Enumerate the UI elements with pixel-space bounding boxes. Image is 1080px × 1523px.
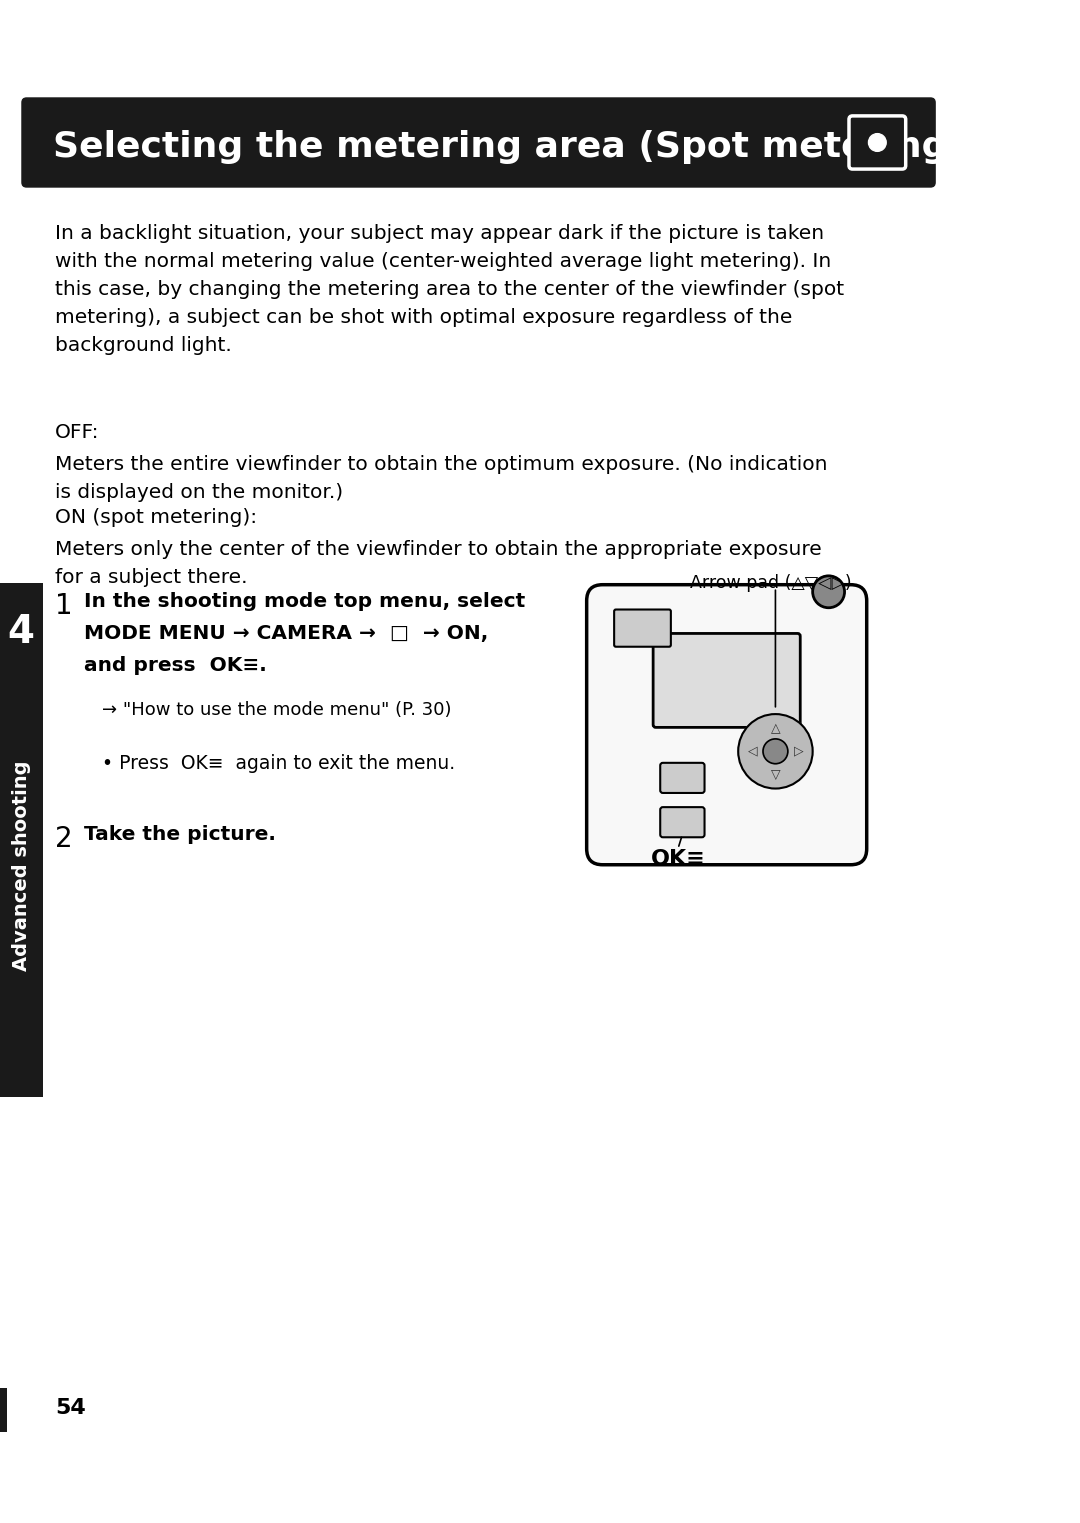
Text: → "How to use the mode menu" (P. 30): → "How to use the mode menu" (P. 30) [102, 701, 451, 719]
Text: Arrow pad (△▽◁▷): Arrow pad (△▽◁▷) [690, 574, 852, 592]
FancyBboxPatch shape [849, 116, 906, 169]
FancyBboxPatch shape [615, 609, 671, 647]
Text: MODE MENU → CAMERA →  □  → ON,: MODE MENU → CAMERA → □ → ON, [84, 624, 488, 643]
Text: OFF:: OFF: [55, 423, 99, 442]
Text: Meters the entire viewfinder to obtain the optimum exposure. (No indication
is d: Meters the entire viewfinder to obtain t… [55, 455, 827, 503]
FancyBboxPatch shape [586, 585, 867, 865]
Text: ▷: ▷ [794, 745, 804, 758]
FancyBboxPatch shape [22, 97, 936, 187]
Text: Selecting the metering area (Spot metering): Selecting the metering area (Spot meteri… [53, 129, 964, 164]
Text: 1: 1 [55, 592, 72, 620]
Text: ▽: ▽ [771, 768, 780, 781]
Text: • Press  OK≡  again to exit the menu.: • Press OK≡ again to exit the menu. [102, 754, 455, 774]
Text: Advanced shooting: Advanced shooting [12, 760, 30, 970]
Circle shape [764, 739, 787, 763]
Text: 54: 54 [55, 1398, 85, 1418]
Bar [0, 1387, 8, 1432]
Circle shape [812, 576, 845, 608]
Text: In a backlight situation, your subject may appear dark if the picture is taken
w: In a backlight situation, your subject m… [55, 224, 845, 355]
Bar [0, 583, 42, 1097]
Text: OK≡: OK≡ [650, 848, 705, 868]
FancyBboxPatch shape [660, 763, 704, 793]
Text: 2: 2 [55, 825, 72, 853]
Text: and press  OK≡.: and press OK≡. [84, 655, 267, 675]
Text: 4: 4 [8, 612, 35, 650]
Circle shape [868, 134, 887, 151]
FancyBboxPatch shape [660, 807, 704, 838]
Text: Meters only the center of the viewfinder to obtain the appropriate exposure
for : Meters only the center of the viewfinder… [55, 541, 822, 588]
Text: ON (spot metering):: ON (spot metering): [55, 509, 257, 527]
Circle shape [739, 714, 812, 789]
Text: △: △ [771, 722, 780, 734]
Text: ◁: ◁ [747, 745, 757, 758]
FancyBboxPatch shape [653, 634, 800, 728]
Text: In the shooting mode top menu, select: In the shooting mode top menu, select [84, 592, 526, 611]
Text: Take the picture.: Take the picture. [84, 825, 276, 844]
